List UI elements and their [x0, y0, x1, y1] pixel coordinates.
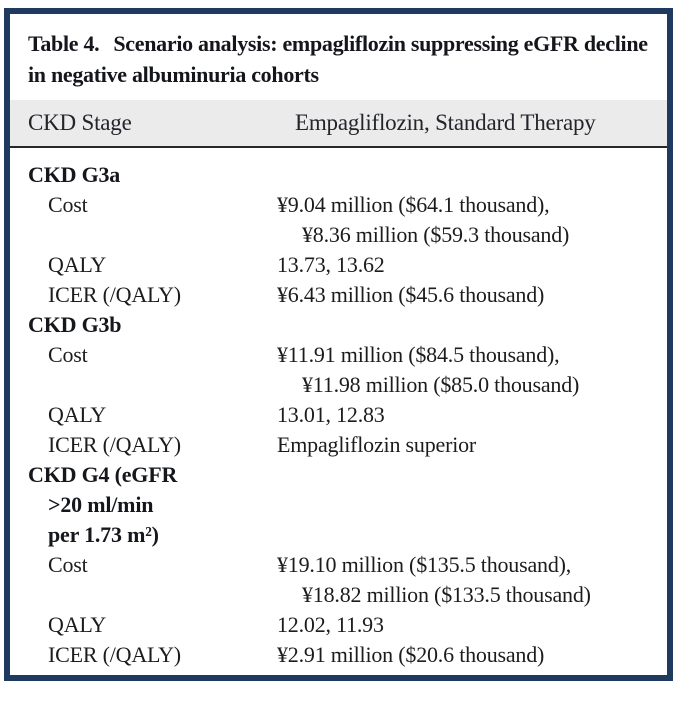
row-value: 13.01, 12.83 — [277, 402, 385, 427]
table-row-g4-icer: ICER (/QALY) ¥2.91 million ($20.6 thousa… — [28, 640, 655, 670]
value-line: ¥8.36 million ($59.3 thousand) — [302, 222, 570, 247]
table-row-g3a-qaly: QALY 13.73, 13.62 — [28, 250, 655, 280]
table-row-g4-qaly: QALY 12.02, 11.93 — [28, 610, 655, 640]
table-row-g3a-cost: Cost ¥9.04 million ($64.1 thousand), ¥8.… — [28, 190, 655, 250]
value-line: ¥19.10 million ($135.5 thousand), — [277, 552, 572, 577]
table-title: Table 4. Scenario analysis: empagliflozin… — [10, 14, 667, 100]
row-value: ¥2.91 million ($20.6 thousand) — [277, 642, 545, 667]
row-value: ¥9.04 million ($64.1 thousand), ¥8.36 mi… — [277, 190, 655, 250]
stage-heading-g4: CKD G4 (eGFR — [28, 462, 178, 487]
row-label: QALY — [48, 612, 107, 637]
table-row-g3b-qaly: QALY 13.01, 12.83 — [28, 400, 655, 430]
row-value: 12.02, 11.93 — [277, 612, 384, 637]
row-value: ¥11.91 million ($84.5 thousand), ¥11.98 … — [277, 340, 655, 400]
row-label: ICER (/QALY) — [48, 432, 181, 457]
row-label: Cost — [48, 192, 88, 217]
stage-heading-g3a: CKD G3a — [28, 162, 121, 187]
header-divider — [10, 146, 667, 148]
table-row-g3a-icer: ICER (/QALY) ¥6.43 million ($45.6 thousa… — [28, 280, 655, 310]
stage-heading-g3b: CKD G3b — [28, 312, 122, 337]
header-therapy-columns: Empagliflozin, Standard Therapy — [295, 110, 596, 135]
value-line: ¥18.82 million ($133.5 thousand) — [302, 582, 591, 607]
row-label: ICER (/QALY) — [48, 642, 181, 667]
row-label: ICER (/QALY) — [48, 282, 181, 307]
table-body: CKD G3a Cost ¥9.04 million ($64.1 thousa… — [10, 148, 667, 670]
row-label: Cost — [48, 342, 88, 367]
header-ckd-stage: CKD Stage — [28, 110, 132, 135]
table-frame: Table 4. Scenario analysis: empagliflozin… — [4, 8, 673, 681]
row-label: QALY — [48, 252, 107, 277]
table-caption: Scenario analysis: empagliflozin suppres… — [28, 31, 648, 87]
stage-heading-g4-line2: >20 ml/min — [48, 492, 154, 517]
value-line: ¥9.04 million ($64.1 thousand), — [277, 192, 550, 217]
table-row-g4-cost: Cost ¥19.10 million ($135.5 thousand), ¥… — [28, 550, 655, 610]
header-row: CKD Stage Empagliflozin, Standard Therap… — [10, 100, 667, 146]
row-value: ¥19.10 million ($135.5 thousand), ¥18.82… — [277, 550, 655, 610]
stage-heading-g4-line3: per 1.73 m²) — [48, 522, 159, 547]
row-value: 13.73, 13.62 — [277, 252, 385, 277]
value-line: ¥11.98 million ($85.0 thousand) — [302, 372, 580, 397]
row-label: QALY — [48, 402, 107, 427]
table-number: Table 4. — [28, 31, 100, 56]
row-value: ¥6.43 million ($45.6 thousand) — [277, 282, 545, 307]
table-row-g3b-cost: Cost ¥11.91 million ($84.5 thousand), ¥1… — [28, 340, 655, 400]
table-row-g3b-icer: ICER (/QALY) Empagliflozin superior — [28, 430, 655, 460]
row-label: Cost — [48, 552, 88, 577]
row-value: Empagliflozin superior — [277, 432, 477, 457]
value-line: ¥11.91 million ($84.5 thousand), — [277, 342, 560, 367]
